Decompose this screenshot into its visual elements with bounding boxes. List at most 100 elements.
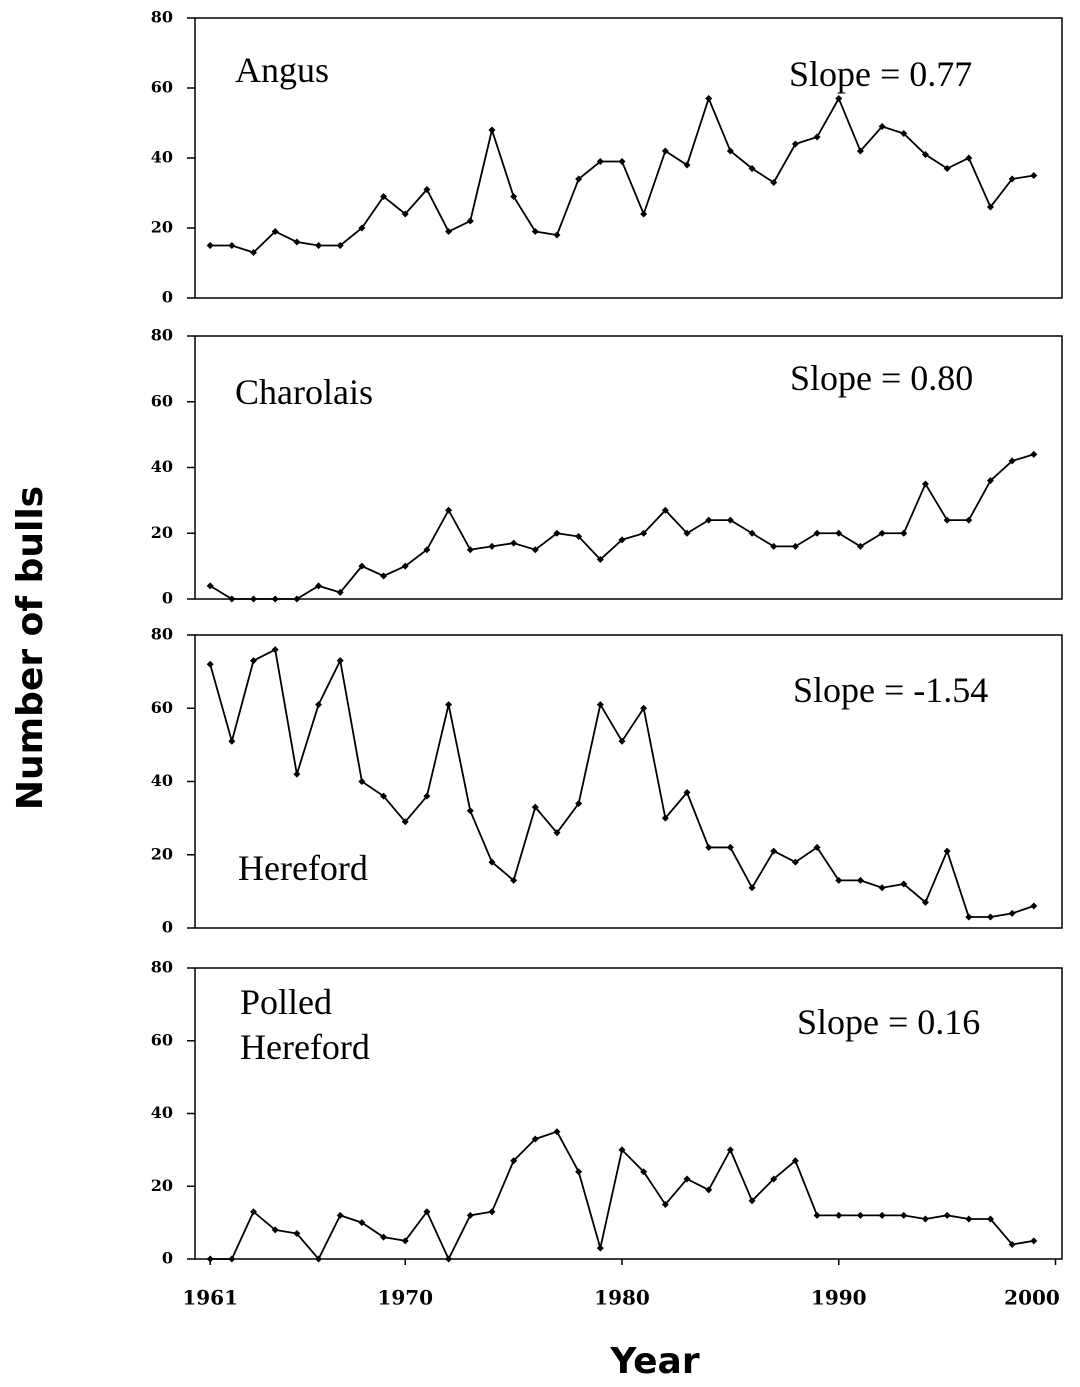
data-point — [271, 1226, 279, 1234]
data-point — [575, 799, 583, 807]
data-point — [423, 792, 431, 800]
data-point — [965, 516, 973, 524]
data-point — [293, 238, 301, 246]
y-tick-label: 40 — [151, 457, 173, 476]
data-point — [965, 1215, 973, 1223]
data-point — [921, 151, 929, 158]
data-point — [510, 1157, 518, 1165]
slope-annotation: Slope = -1.54 — [793, 670, 989, 710]
data-point — [705, 1186, 713, 1194]
data-point — [986, 1215, 994, 1223]
data-point — [510, 539, 518, 547]
data-point — [336, 242, 344, 249]
data-point — [900, 529, 908, 537]
y-tick-label: 80 — [151, 958, 173, 977]
data-point — [921, 898, 929, 906]
y-tick-label: 20 — [151, 523, 173, 542]
data-point — [878, 123, 886, 130]
data-point — [943, 516, 951, 524]
data-point — [748, 529, 756, 537]
x-tick-label: 1990 — [811, 1286, 867, 1310]
data-point — [791, 140, 799, 148]
data-point — [250, 595, 258, 603]
panel-title: Hereford — [238, 848, 368, 888]
data-point — [293, 1230, 301, 1238]
data-point — [401, 818, 409, 826]
data-point — [1008, 175, 1016, 183]
data-point — [726, 1146, 734, 1154]
data-point — [986, 203, 994, 211]
data-point — [661, 814, 669, 822]
data-point — [748, 884, 756, 892]
x-tick-label: 1970 — [377, 1286, 433, 1310]
data-point — [921, 480, 929, 488]
y-tick-label: 20 — [151, 218, 173, 237]
data-point — [380, 193, 388, 200]
data-point — [1030, 450, 1038, 458]
data-point — [726, 516, 734, 524]
data-point — [271, 595, 279, 603]
data-point — [445, 228, 453, 235]
data-point — [531, 546, 539, 554]
data-point — [770, 542, 778, 550]
data-point — [856, 542, 864, 550]
data-point — [661, 1200, 669, 1208]
y-axis-label: Number of bulls — [10, 486, 51, 810]
data-point — [856, 1211, 864, 1219]
data-point — [705, 843, 713, 851]
panel-title: Angus — [235, 50, 330, 90]
data-point — [726, 147, 734, 155]
data-point — [228, 242, 236, 249]
data-point — [640, 704, 648, 712]
data-point — [770, 847, 778, 855]
data-point — [596, 158, 604, 165]
panel-title: Polled Hereford — [240, 982, 370, 1067]
data-point — [921, 1215, 929, 1223]
data-point — [488, 1208, 496, 1216]
data-point — [531, 803, 539, 811]
data-point — [315, 1255, 323, 1263]
data-point — [466, 1211, 474, 1219]
y-tick-label: 40 — [151, 1103, 173, 1122]
data-point — [618, 158, 626, 165]
data-point — [358, 562, 366, 570]
data-point — [683, 529, 691, 537]
y-tick-label: 0 — [162, 288, 173, 307]
data-point — [618, 737, 626, 745]
data-point — [575, 1168, 583, 1176]
data-point — [878, 529, 886, 537]
data-point — [553, 1128, 561, 1136]
data-point — [1030, 1237, 1038, 1245]
data-point — [1008, 457, 1016, 465]
data-point — [293, 770, 301, 778]
data-point — [748, 1197, 756, 1205]
data-point — [293, 595, 301, 603]
y-tick-label: 40 — [151, 148, 173, 167]
data-point — [791, 542, 799, 550]
data-point — [1008, 909, 1016, 917]
data-point — [965, 154, 973, 162]
data-point — [618, 536, 626, 544]
data-point — [770, 1175, 778, 1183]
data-point — [401, 1237, 409, 1245]
data-point — [640, 529, 648, 537]
data-point — [683, 1175, 691, 1183]
data-point — [705, 95, 713, 102]
data-point — [445, 701, 453, 709]
data-point — [813, 1211, 821, 1219]
data-point — [358, 224, 366, 232]
data-point — [401, 210, 409, 218]
y-tick-label: 60 — [151, 78, 173, 97]
data-point — [488, 126, 496, 134]
data-point — [358, 1219, 366, 1227]
data-point — [835, 1211, 843, 1219]
slope-annotation: Slope = 0.77 — [789, 54, 973, 94]
data-point — [813, 843, 821, 851]
data-point — [553, 231, 561, 239]
x-tick-label: 1980 — [594, 1286, 650, 1310]
data-point — [878, 1211, 886, 1219]
y-tick-label: 0 — [162, 918, 173, 937]
data-point — [466, 217, 474, 225]
data-point — [250, 1208, 258, 1216]
